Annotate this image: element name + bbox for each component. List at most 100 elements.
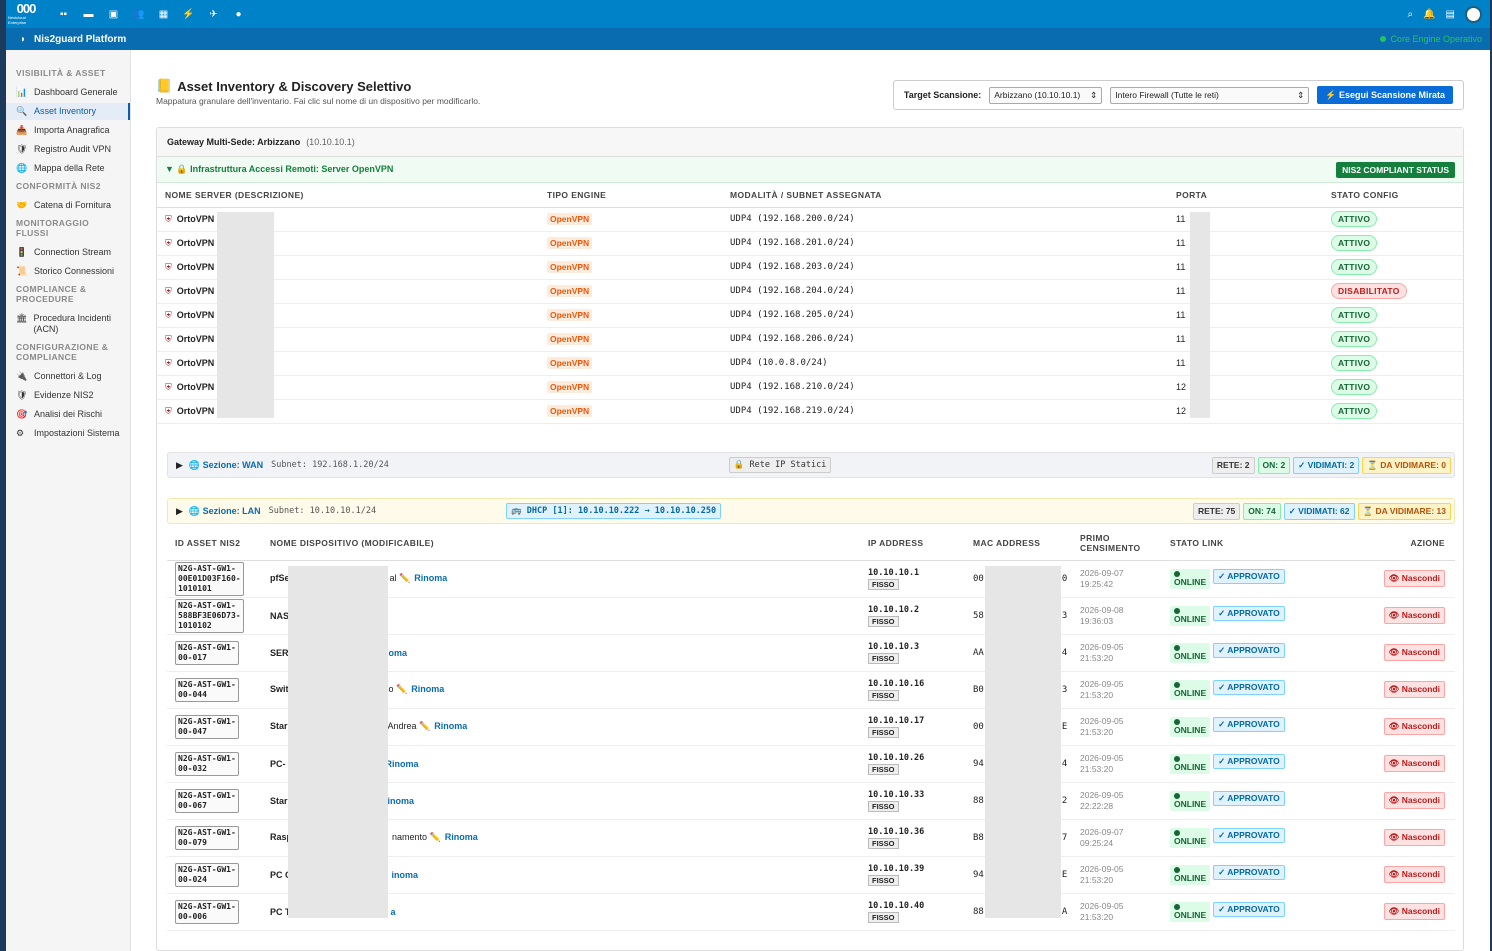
vpn-server-name[interactable]: OrtoVPN: [176, 405, 215, 416]
sidebar-item[interactable]: 🤝 Catena di Fornitura: [6, 197, 130, 214]
vpn-server-name[interactable]: OrtoVPN: [176, 261, 215, 272]
talk-icon[interactable]: ✈: [209, 8, 218, 20]
device-name[interactable]: Star: [270, 721, 288, 731]
status-pill: ATTIVO: [1331, 355, 1378, 371]
hide-button[interactable]: 👁 Nascondi: [1383, 866, 1445, 883]
vpn-section-toggle[interactable]: ▼ 🔒 Infrastruttura Accessi Remoti: Serve…: [157, 157, 1463, 183]
device-name[interactable]: Star: [270, 795, 288, 806]
action-cell: 👁 Nascondi: [1312, 745, 1455, 783]
device-name[interactable]: Swit: [270, 684, 289, 694]
activity-icon[interactable]: ⚡: [182, 8, 195, 20]
rename-link[interactable]: Rinoma: [444, 832, 478, 842]
scan-button[interactable]: ⚡ Esegui Scansione Mirata: [1317, 86, 1453, 104]
hide-button[interactable]: 👁 Nascondi: [1383, 681, 1445, 698]
vpn-engine-cell: OpenVPN: [539, 327, 722, 352]
action-cell: 👁 Nascondi: [1312, 782, 1455, 820]
rename-link[interactable]: Rinoma: [411, 684, 445, 694]
device-name[interactable]: pfSe: [270, 573, 290, 583]
approved-badge[interactable]: ✓ APPROVATO: [1213, 790, 1285, 806]
lan-column-header: ID ASSET NIS2: [167, 526, 262, 561]
fixed-ip-badge: FISSO: [868, 800, 899, 812]
asset-id: N2G-AST-GW1- 00-067: [175, 788, 239, 813]
vpn-server-name[interactable]: OrtoVPN: [176, 309, 215, 320]
rename-link[interactable]: Rinoma: [434, 721, 468, 731]
hide-button[interactable]: 👁 Nascondi: [1383, 903, 1445, 920]
sidebar-item[interactable]: 🛡 Registro Audit VPN: [6, 141, 130, 158]
dashboard-icon[interactable]: ▪▪: [59, 8, 68, 20]
bell-icon[interactable]: 🔔: [1423, 8, 1436, 20]
device-name[interactable]: PC T: [270, 906, 291, 917]
nis2-icon[interactable]: ●: [235, 8, 242, 20]
device-name[interactable]: PC-: [270, 758, 286, 769]
sidebar-item[interactable]: 🏛 Procedura Incidenti (ACN): [6, 310, 130, 338]
lan-column-header: PRIMO CENSIMENTO: [1072, 526, 1162, 561]
vpn-column-header: NOME SERVER (DESCRIZIONE): [157, 183, 539, 208]
target-select[interactable]: Arbizzano (10.10.10.1) ⇕: [989, 86, 1103, 104]
sidebar-item[interactable]: 🔍 Asset Inventory: [6, 103, 130, 120]
approved-badge[interactable]: ✓ APPROVATO: [1213, 642, 1285, 658]
device-name[interactable]: SER: [270, 647, 289, 658]
nextcloud-logo[interactable]: 000 Nextcloud Enterprise: [8, 1, 36, 25]
contacts-menu-icon[interactable]: ▤: [1445, 8, 1455, 20]
sidebar-item[interactable]: 📥 Importa Anagrafica: [6, 122, 130, 139]
approved-badge[interactable]: ✓ APPROVATO: [1213, 679, 1285, 695]
vpn-server-name[interactable]: OrtoVPN: [176, 285, 215, 296]
files-icon[interactable]: ▬: [83, 8, 94, 20]
asset-id-cell: N2G-AST-GW1- 00-017: [167, 634, 262, 672]
rename-link[interactable]: inoma: [391, 869, 419, 880]
rename-link[interactable]: a: [390, 906, 396, 917]
device-name[interactable]: PC C: [270, 869, 292, 880]
sidebar-item[interactable]: 🚦 Connection Stream: [6, 244, 130, 261]
sidebar-item[interactable]: 🔌 Connettori & Log: [6, 368, 130, 385]
hide-button[interactable]: 👁 Nascondi: [1383, 718, 1445, 735]
calendar-icon[interactable]: ▦: [158, 8, 169, 20]
rename-link[interactable]: oma: [388, 647, 408, 658]
sidebar-item[interactable]: 🌐 Mappa della Rete: [6, 160, 130, 177]
sidebar-item[interactable]: ⚙ Impostazioni Sistema: [6, 425, 130, 442]
device-name[interactable]: Rasp: [270, 832, 293, 842]
asset-id-cell: N2G-AST-GW1- 00-024: [167, 856, 262, 894]
asset-id-cell: N2G-AST-GW1- 00-032: [167, 745, 262, 783]
sidebar-item[interactable]: 📜 Storico Connessioni: [6, 263, 130, 280]
rename-link[interactable]: inoma: [387, 795, 415, 806]
fixed-ip-badge: FISSO: [868, 911, 899, 923]
vpn-server-name[interactable]: OrtoVPN: [176, 237, 215, 248]
hide-button[interactable]: 👁 Nascondi: [1383, 644, 1445, 661]
vpn-server-name[interactable]: OrtoVPN: [176, 333, 215, 344]
sidebar-item[interactable]: 📊 Dashboard Generale: [6, 84, 130, 101]
section-wan-toggle[interactable]: ▶ 🌐 Sezione: WAN Subnet: 192.168.1.20/24…: [167, 452, 1455, 478]
vpn-server-name[interactable]: OrtoVPN: [176, 213, 215, 224]
online-dot: [1174, 644, 1180, 651]
hide-button[interactable]: 👁 Nascondi: [1383, 607, 1445, 624]
approved-badge[interactable]: ✓ APPROVATO: [1213, 827, 1285, 843]
approved-badge[interactable]: ✓ APPROVATO: [1213, 568, 1285, 584]
scope-select[interactable]: Intero Firewall (Tutte le reti) ⇕: [1110, 86, 1310, 104]
device-name[interactable]: NAS: [270, 610, 290, 621]
avatar[interactable]: [1465, 5, 1482, 23]
approved-badge[interactable]: ✓ APPROVATO: [1213, 716, 1285, 732]
sidebar-item-label: Procedura Incidenti (ACN): [33, 313, 111, 334]
photos-icon[interactable]: ▣: [108, 8, 119, 20]
rename-link[interactable]: Rinoma: [385, 758, 419, 769]
sidebar-item[interactable]: 🛡 Evidenze NIS2: [6, 387, 130, 404]
first-seen-cell: 2026-09-05 21:53:20: [1072, 708, 1162, 746]
section-lan-toggle[interactable]: ▶ 🌐 Sezione: LAN Subnet: 10.10.10.1/24 🚌…: [167, 498, 1455, 524]
search-icon[interactable]: ⌕: [1407, 8, 1414, 20]
approved-badge[interactable]: ✓ APPROVATO: [1213, 864, 1285, 880]
hide-button[interactable]: 👁 Nascondi: [1383, 755, 1445, 772]
contacts-icon[interactable]: 👥: [132, 8, 145, 20]
rename-link[interactable]: Rinoma: [414, 573, 448, 583]
sidebar-item[interactable]: 🎯 Analisi dei Rischi: [6, 406, 130, 423]
vpn-server-name[interactable]: OrtoVPN: [176, 357, 215, 368]
sidebar-item-icon: 🏛: [16, 313, 28, 323]
vpn-engine-cell: OpenVPN: [539, 207, 722, 232]
approved-badge[interactable]: ✓ APPROVATO: [1213, 605, 1285, 621]
hide-button[interactable]: 👁 Nascondi: [1383, 829, 1445, 846]
approved-badge[interactable]: ✓ APPROVATO: [1213, 901, 1285, 917]
hide-button[interactable]: 👁 Nascondi: [1383, 792, 1445, 809]
hide-button[interactable]: 👁 Nascondi: [1383, 570, 1445, 587]
vpn-status-cell: DISABILITATO: [1311, 279, 1463, 304]
approved-badge[interactable]: ✓ APPROVATO: [1213, 753, 1285, 769]
vpn-server-name[interactable]: OrtoVPN: [176, 381, 215, 392]
asset-id: N2G-AST-GW1- 00-006: [175, 899, 239, 924]
